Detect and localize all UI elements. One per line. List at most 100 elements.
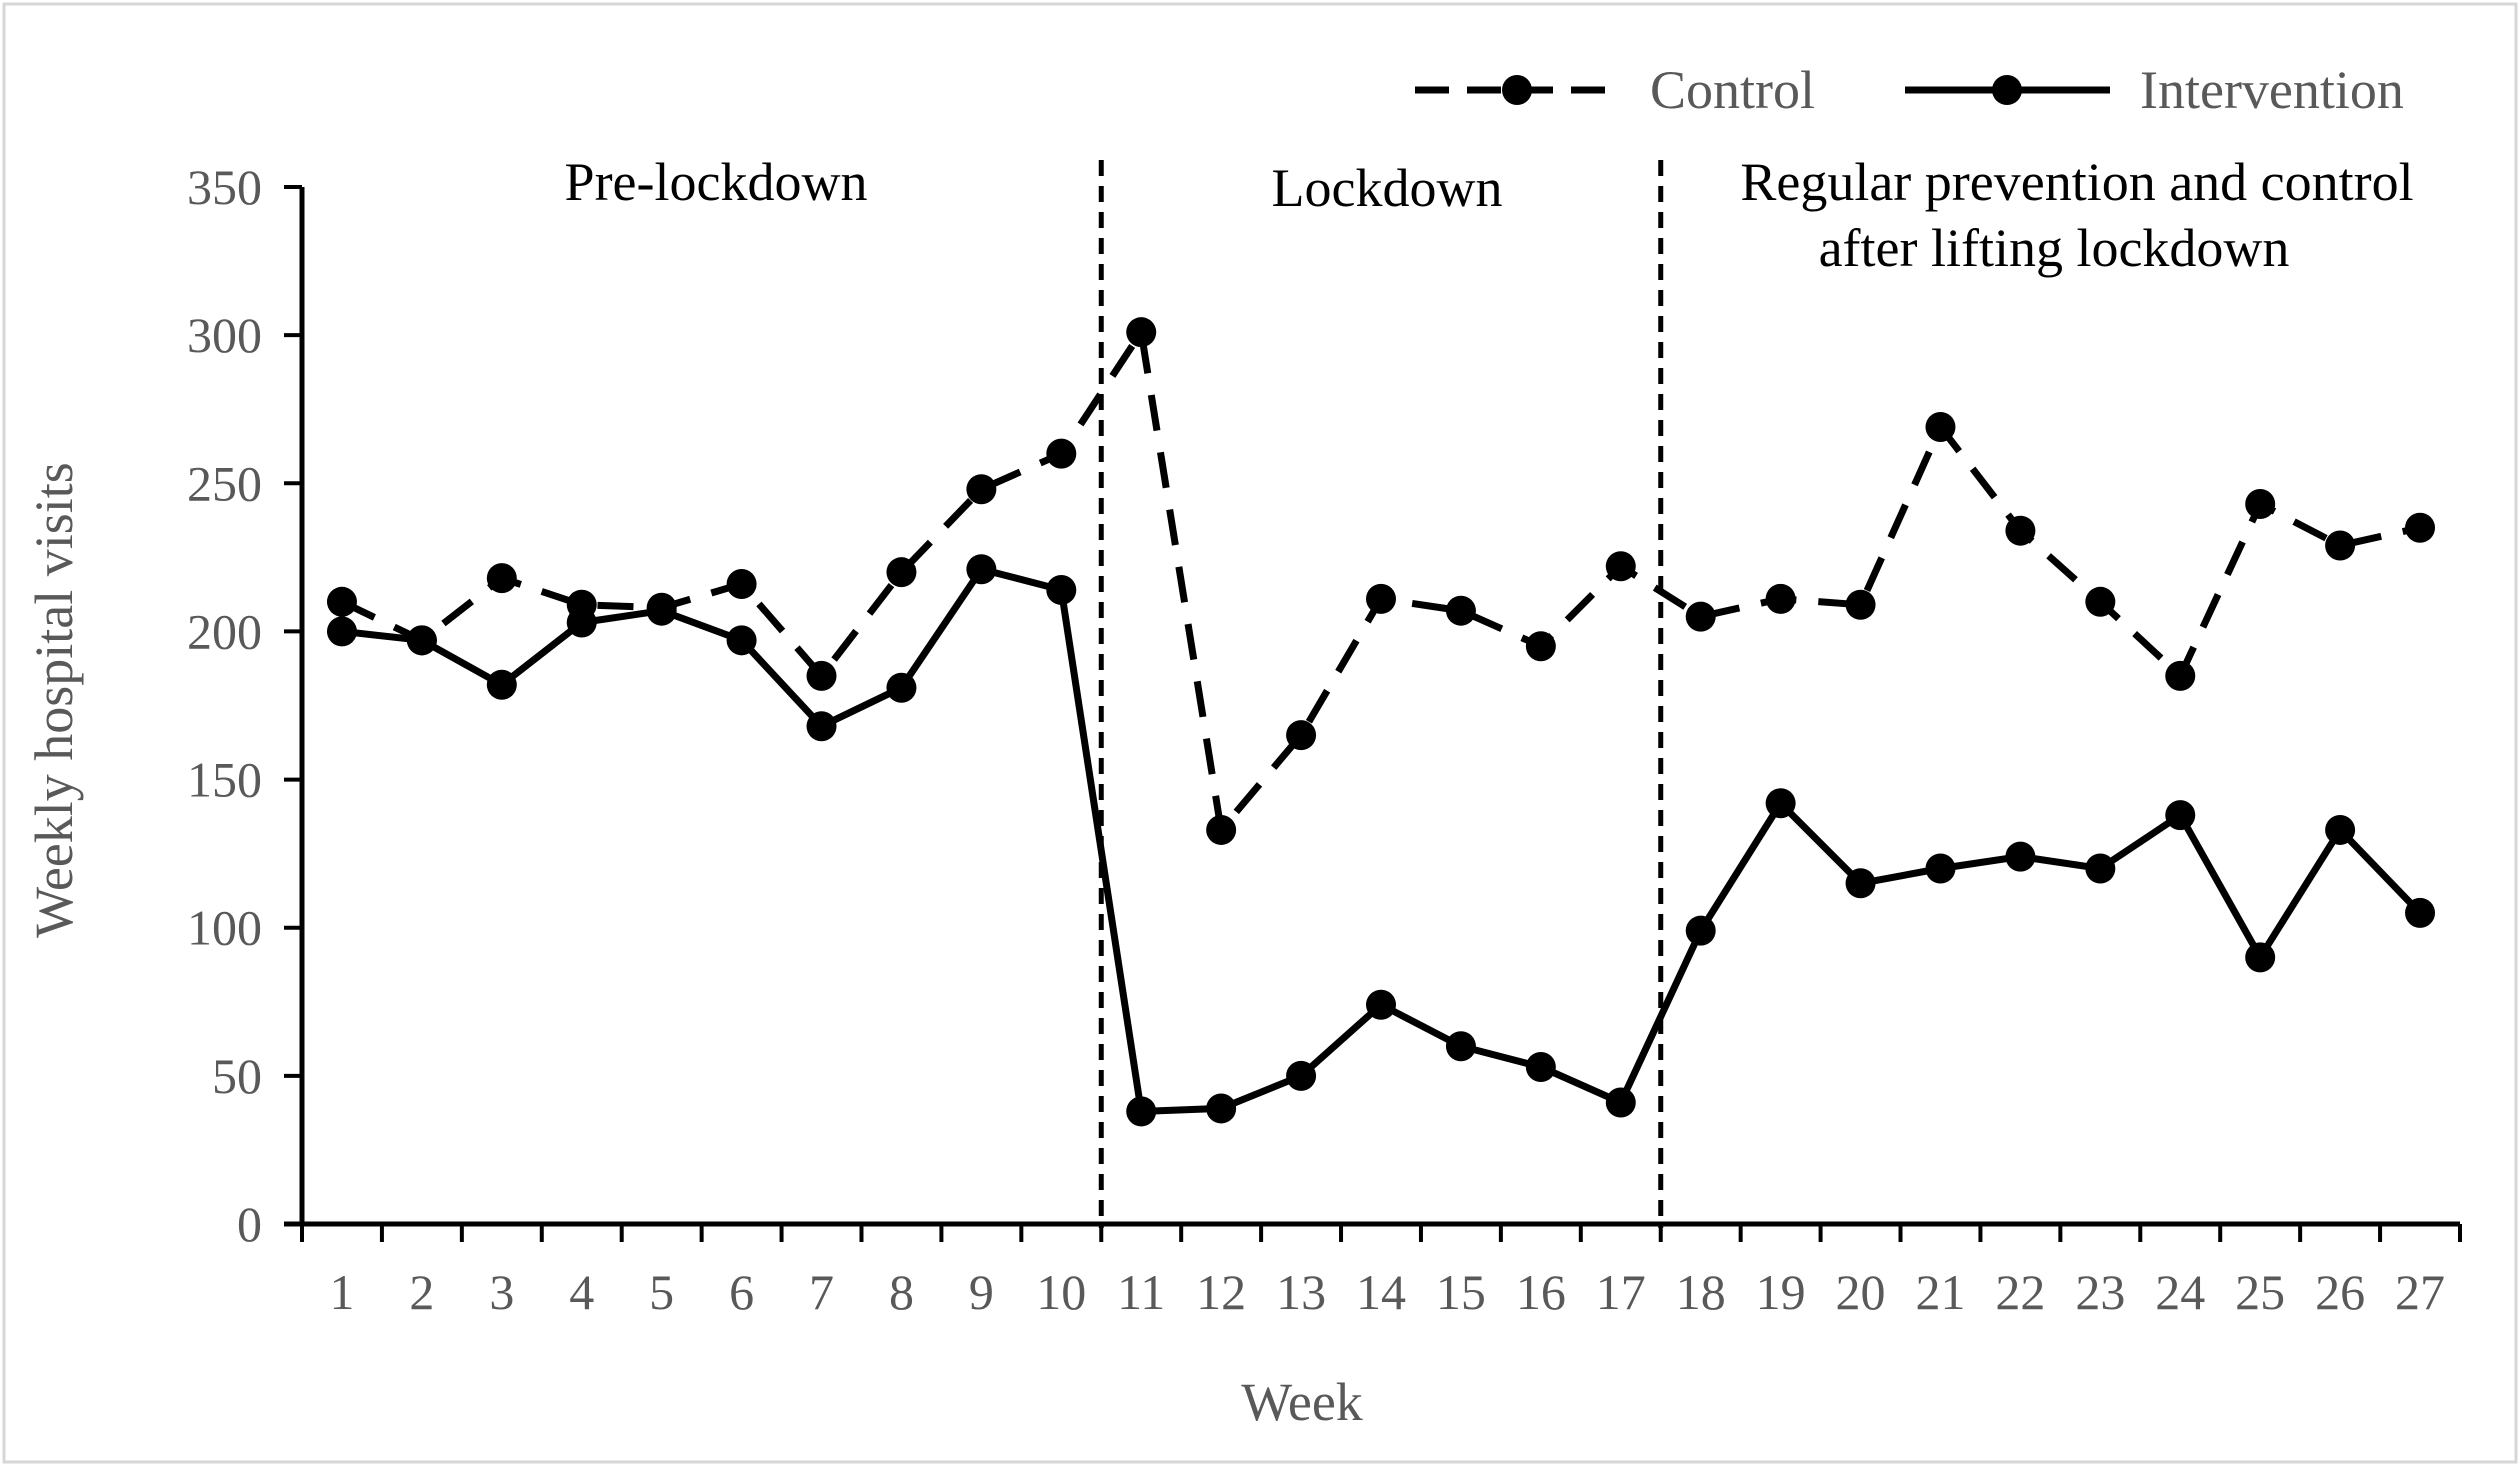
- x-tick-label-24: 24: [2155, 1264, 2205, 1320]
- series-intervention-point-week-15: [1445, 1031, 1476, 1062]
- series-intervention-point-week-27: [2405, 897, 2436, 928]
- x-tick-label-13: 13: [1276, 1264, 1326, 1320]
- series-intervention-point-week-6: [726, 625, 757, 656]
- series-control-point-week-14: [1366, 583, 1396, 614]
- x-tick-label-1: 1: [329, 1264, 354, 1320]
- x-axis-title: Week: [1241, 1372, 1363, 1432]
- y-tick-label-100: 100: [187, 900, 262, 956]
- x-tick-label-5: 5: [649, 1264, 674, 1320]
- series-intervention-point-week-8: [886, 672, 917, 703]
- series-intervention-point-week-1: [326, 616, 357, 647]
- annotation-regular-prevention-line1: Regular prevention and control: [1740, 152, 2413, 212]
- series-layer: [326, 317, 2436, 1127]
- x-tick-label-9: 9: [969, 1264, 994, 1320]
- series-control: [326, 317, 2436, 845]
- legend: Control Intervention: [1415, 60, 2404, 120]
- x-tick-label-15: 15: [1436, 1264, 1486, 1320]
- series-intervention-point-week-11: [1126, 1096, 1157, 1127]
- series-intervention-point-week-24: [2165, 800, 2196, 831]
- series-intervention-point-week-25: [2245, 942, 2276, 973]
- series-control-point-week-17: [1605, 551, 1636, 582]
- x-tick-label-16: 16: [1516, 1264, 1566, 1320]
- series-intervention-point-week-13: [1286, 1060, 1317, 1091]
- series-intervention-point-week-9: [966, 554, 997, 585]
- x-tick-label-4: 4: [569, 1264, 594, 1320]
- x-tick-label-18: 18: [1676, 1264, 1726, 1320]
- series-control-point-week-15: [1445, 595, 1476, 626]
- phase-dividers: [1098, 160, 1664, 1228]
- series-control-point-week-22: [2005, 515, 2036, 546]
- series-control-point-week-6: [726, 569, 757, 600]
- legend-control-label: Control: [1650, 60, 1815, 120]
- y-tick-label-50: 50: [212, 1048, 262, 1104]
- y-tick-label-0: 0: [237, 1196, 262, 1252]
- x-tick-label-14: 14: [1356, 1264, 1406, 1320]
- series-intervention-point-week-17: [1605, 1087, 1636, 1118]
- series-control-point-week-16: [1525, 631, 1556, 662]
- series-control-point-week-27: [2405, 512, 2436, 543]
- series-control-point-week-11: [1126, 317, 1157, 348]
- series-intervention-point-week-3: [486, 669, 517, 700]
- series-control-point-week-18: [1685, 601, 1716, 632]
- series-intervention-point-week-2: [406, 625, 437, 656]
- x-tick-label-6: 6: [729, 1264, 754, 1320]
- x-tick-label-2: 2: [409, 1264, 434, 1320]
- series-intervention-point-week-23: [2085, 853, 2116, 884]
- series-intervention-point-week-26: [2325, 814, 2356, 845]
- legend-control-marker: [1502, 75, 1532, 105]
- series-control-point-week-19: [1765, 583, 1796, 614]
- y-tick-label-200: 200: [187, 603, 262, 659]
- x-tick-label-23: 23: [2075, 1264, 2125, 1320]
- series-control-point-week-12: [1206, 814, 1237, 845]
- x-tick-label-20: 20: [1836, 1264, 1886, 1320]
- y-tick-label-150: 150: [187, 752, 262, 808]
- y-axis-title: Weekly hospital visits: [24, 462, 84, 938]
- series-intervention-point-week-12: [1206, 1093, 1237, 1124]
- series-control-point-week-24: [2165, 660, 2196, 691]
- x-tick-label-3: 3: [489, 1264, 514, 1320]
- series-intervention-point-week-16: [1525, 1051, 1556, 1082]
- series-intervention-point-week-19: [1765, 788, 1796, 819]
- series-intervention-point-week-18: [1685, 915, 1716, 946]
- series-control-point-week-20: [1845, 589, 1876, 620]
- series-control-point-week-25: [2245, 489, 2276, 520]
- x-tick-label-22: 22: [1995, 1264, 2045, 1320]
- series-intervention-point-week-14: [1366, 989, 1396, 1020]
- x-tick-label-17: 17: [1596, 1264, 1646, 1320]
- series-control-point-week-10: [1046, 438, 1077, 469]
- series-intervention-point-week-5: [646, 595, 677, 626]
- series-control-point-week-23: [2085, 586, 2116, 617]
- x-tick-label-10: 10: [1036, 1264, 1086, 1320]
- series-intervention-point-week-20: [1845, 868, 1876, 899]
- x-axis-ticks: 1 2 3 4 5 6 7 8 9 10 11 12 13 14 15 16 17 18 19 20 21 22 23 24 2…: [300, 1224, 2462, 1320]
- x-tick-label-21: 21: [1915, 1264, 1965, 1320]
- y-tick-label-250: 250: [187, 455, 262, 511]
- x-tick-label-12: 12: [1196, 1264, 1246, 1320]
- x-tick-label-19: 19: [1756, 1264, 1806, 1320]
- series-control-point-week-21: [1925, 411, 1956, 442]
- series-control-point-week-13: [1286, 720, 1317, 751]
- series-control-point-week-3: [486, 563, 517, 594]
- series-control-point-week-9: [966, 474, 997, 505]
- series-control-point-week-7: [806, 660, 837, 691]
- series-control-point-week-26: [2325, 530, 2356, 561]
- series-intervention-point-week-7: [806, 711, 837, 742]
- x-tick-label-25: 25: [2235, 1264, 2285, 1320]
- y-tick-label-300: 300: [187, 307, 262, 363]
- series-intervention: [326, 554, 2436, 1127]
- series-intervention-point-week-10: [1046, 574, 1077, 605]
- series-control-point-week-8: [886, 557, 917, 588]
- x-tick-label-27: 27: [2395, 1264, 2445, 1320]
- series-intervention-point-week-4: [566, 607, 597, 638]
- annotation-lockdown: Lockdown: [1272, 158, 1503, 218]
- x-tick-label-11: 11: [1117, 1264, 1165, 1320]
- annotation-regular-prevention-line2: after lifting lockdown: [1819, 218, 2290, 278]
- x-tick-label-7: 7: [809, 1264, 834, 1320]
- legend-intervention-label: Intervention: [2140, 60, 2404, 120]
- series-control-point-week-1: [326, 586, 357, 617]
- x-tick-label-26: 26: [2315, 1264, 2365, 1320]
- series-intervention-point-week-21: [1925, 853, 1956, 884]
- y-tick-label-350: 350: [187, 159, 262, 215]
